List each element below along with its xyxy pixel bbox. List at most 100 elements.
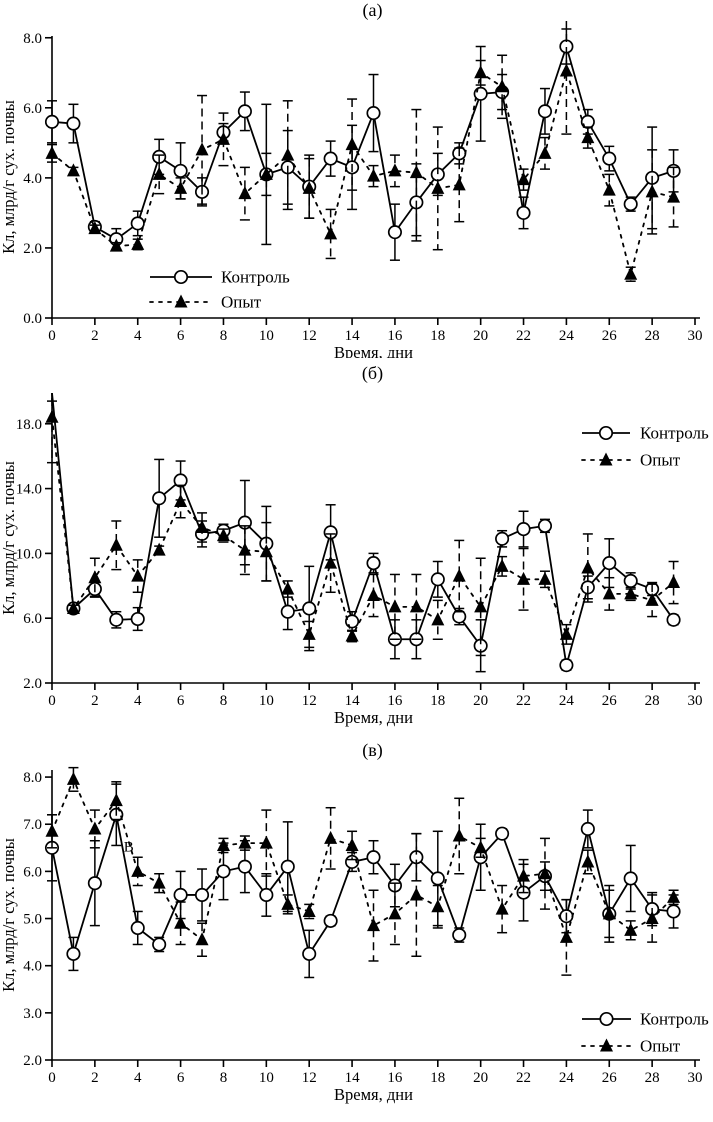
error-bars (47, 783, 679, 979)
svg-text:4: 4 (134, 1070, 142, 1086)
svg-text:20: 20 (473, 328, 488, 344)
svg-text:24: 24 (559, 1070, 575, 1086)
svg-text:8.0: 8.0 (23, 31, 42, 47)
svg-text:14: 14 (345, 693, 361, 709)
markers (45, 63, 681, 280)
svg-text:20: 20 (473, 1070, 488, 1086)
svg-text:6: 6 (177, 328, 185, 344)
svg-text:28: 28 (645, 693, 660, 709)
legend-control-label: Контроль (640, 1010, 709, 1029)
x-axis-title: Время, дни (334, 343, 413, 358)
x-axis-ticks: 0 2 4 6 8 10 12 14 16 18 20 22 24 26 28 30 (48, 1060, 703, 1086)
svg-text:10: 10 (259, 693, 274, 709)
legend-control-marker (173, 269, 189, 285)
panel-a-chart: 0.0 2.0 4.0 6.0 8.0 0 2 4 6 8 10 12 14 16 18 20 22 24 26 28… (0, 7, 713, 363)
svg-text:2: 2 (91, 328, 99, 344)
legend-experiment-label: Опыт (221, 293, 262, 312)
svg-text:6: 6 (177, 1070, 185, 1086)
svg-text:16: 16 (387, 1070, 403, 1086)
svg-text:22: 22 (516, 328, 531, 344)
svg-text:22: 22 (516, 693, 531, 709)
markers (45, 409, 681, 642)
legend-control-marker (599, 1011, 614, 1027)
svg-text:18.0: 18.0 (16, 417, 42, 433)
axes (51, 36, 700, 319)
svg-text:12: 12 (302, 328, 317, 344)
chart-v-canvas: 2.03.04.05.06.07.08.00 2 4 6 8 10 12 14 16 18 20 22… (0, 766, 709, 1104)
svg-text:28: 28 (645, 1070, 660, 1086)
svg-text:16: 16 (387, 328, 403, 344)
svg-text:6.0: 6.0 (23, 611, 42, 627)
svg-text:30: 30 (688, 693, 703, 709)
svg-text:26: 26 (602, 328, 618, 344)
svg-text:8: 8 (220, 693, 228, 709)
x-axis-title: Время, дни (334, 708, 413, 727)
legend-experiment-label: Опыт (640, 1037, 681, 1056)
svg-text:14: 14 (345, 1070, 361, 1086)
panel-b-caption: (б) (361, 363, 384, 383)
svg-text:7.0: 7.0 (23, 817, 42, 833)
series-experiment (45, 766, 681, 976)
chart-a-canvas: 0.02.04.06.08.00 2 4 6 8 10 12 14 16 18 20 22 24 26 28… (0, 7, 703, 362)
x-axis-ticks: 0 2 4 6 8 10 12 14 16 18 20 22 24 26 28 30 (48, 318, 703, 344)
legend: Контроль Опыт (149, 268, 290, 312)
svg-text:18: 18 (430, 693, 445, 709)
legend-control-label: Контроль (640, 424, 709, 443)
svg-text:16: 16 (387, 693, 403, 709)
svg-text:10.0: 10.0 (16, 546, 42, 562)
svg-text:8.0: 8.0 (23, 770, 42, 786)
error-bars (47, 766, 679, 976)
series-control (44, 783, 681, 979)
svg-text:4.0: 4.0 (23, 959, 42, 975)
svg-text:2: 2 (91, 1070, 99, 1086)
svg-text:0: 0 (48, 328, 56, 344)
svg-text:8: 8 (220, 1070, 228, 1086)
svg-text:4: 4 (134, 693, 142, 709)
panel-v-caption: (в) (362, 740, 383, 760)
svg-text:20: 20 (473, 693, 488, 709)
y-axis-ticks: 2.0 6.0 10.0 14.0 18.0 (16, 417, 52, 692)
error-bars (47, 393, 679, 673)
svg-text:0: 0 (48, 1070, 56, 1086)
svg-text:30: 30 (688, 1070, 703, 1086)
series-experiment (45, 7, 681, 282)
series-experiment (45, 393, 681, 657)
svg-text:26: 26 (602, 693, 618, 709)
svg-text:2.0: 2.0 (23, 241, 42, 257)
legend-experiment-marker (600, 1038, 613, 1052)
y-axis-ticks: 0.0 2.0 4.0 6.0 8.0 (23, 31, 52, 327)
legend: Контроль Опыт (581, 1010, 709, 1056)
panel-a-caption: (a) (362, 0, 383, 20)
error-bars (47, 7, 679, 282)
svg-text:12: 12 (302, 693, 317, 709)
svg-text:10: 10 (259, 328, 274, 344)
svg-text:26: 26 (602, 1070, 618, 1086)
svg-text:0.0: 0.0 (23, 311, 42, 327)
svg-text:28: 28 (645, 328, 660, 344)
chart-b-canvas: 2.06.010.014.018.00 2 4 6 8 10 12 14 16 18 20 22 24 2… (0, 393, 709, 727)
svg-text:18: 18 (430, 328, 445, 344)
y-axis-title: Кл, млрд/г сух. почвы (0, 461, 18, 615)
svg-text:18: 18 (430, 1070, 445, 1086)
y-axis-ticks: 2.0 3.0 4.0 5.0 6.0 7.0 8.0 (23, 770, 52, 1069)
svg-text:12: 12 (302, 1070, 317, 1086)
svg-text:4.0: 4.0 (23, 171, 42, 187)
panel-b-chart: 2.0 6.0 10.0 14.0 18.0 0 2 4 6 8 10 12 14 16 18 20 22 24 2… (0, 383, 713, 740)
svg-text:24: 24 (559, 693, 575, 709)
svg-text:22: 22 (516, 1070, 531, 1086)
legend: Контроль Опыт (581, 424, 709, 470)
series-control (47, 393, 681, 673)
svg-text:6: 6 (177, 693, 185, 709)
svg-text:24: 24 (559, 328, 575, 344)
svg-text:10: 10 (259, 1070, 274, 1086)
svg-text:14.0: 14.0 (16, 482, 42, 498)
svg-text:2: 2 (91, 693, 99, 709)
panel-v-chart: 2.0 3.0 4.0 5.0 6.0 7.0 8.0 0 2 4 6 8 10 12 14 16 18 20 22… (0, 760, 713, 1117)
series-control (44, 28, 681, 261)
svg-text:3.0: 3.0 (23, 1006, 42, 1022)
svg-text:6.0: 6.0 (23, 864, 42, 880)
legend-experiment-label: Опыт (640, 451, 681, 470)
legend-control-label: Контроль (221, 268, 290, 287)
x-axis-ticks: 0 2 4 6 8 10 12 14 16 18 20 22 24 26 28 30 (48, 683, 703, 709)
